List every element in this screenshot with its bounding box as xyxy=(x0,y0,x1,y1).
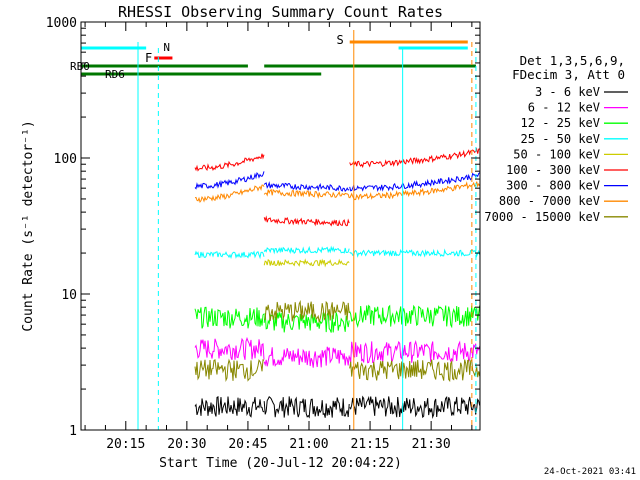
series-segment xyxy=(194,395,265,418)
series-7000-15000-kev xyxy=(194,299,481,383)
plot-frame xyxy=(80,21,481,431)
series-50-100-kev xyxy=(263,258,350,268)
chart-title: RHESSI Observing Summary Count Rates xyxy=(118,3,443,21)
series-800-7000-kev xyxy=(194,181,481,203)
series-segment xyxy=(263,346,350,368)
x-axis-label: Start Time (20-Jul-12 20:04:22) xyxy=(159,456,402,471)
y-tick-label: 100 xyxy=(54,152,77,167)
series-segment xyxy=(349,147,480,169)
flag-label-f: F xyxy=(145,51,152,65)
legend-entry: 50 - 100 keV xyxy=(513,147,600,161)
legend-entry: 800 - 7000 keV xyxy=(499,194,600,208)
y-tick-label: 1 xyxy=(69,424,77,439)
series-group xyxy=(194,147,481,419)
legend-entry: 300 - 800 keV xyxy=(506,179,600,193)
x-tick-label: 20:15 xyxy=(106,437,145,452)
render-timestamp: 24-Oct-2021 03:41 xyxy=(544,467,636,477)
series-6-12-kev xyxy=(194,336,481,368)
series-100-300-kev xyxy=(194,147,480,227)
series-segment xyxy=(194,153,265,172)
series-segment xyxy=(194,336,265,360)
series-segment xyxy=(263,258,350,268)
flag-label-rb0: RB0 xyxy=(70,60,90,73)
y-axis: 1 10 100 1000 xyxy=(46,16,480,439)
vertical-markers xyxy=(137,30,477,430)
series-segment xyxy=(194,171,265,190)
series-segment xyxy=(194,250,265,260)
x-tick-label: 20:45 xyxy=(228,437,267,452)
flag-label-rd6: RD6 xyxy=(105,68,125,81)
series-segment xyxy=(349,181,481,201)
x-tick-label: 21:00 xyxy=(289,437,328,452)
legend-entry: 3 - 6 keV xyxy=(535,85,600,99)
series-segment xyxy=(263,188,350,200)
series-segment xyxy=(194,306,265,329)
series-segment xyxy=(349,172,481,193)
series-segment xyxy=(194,184,265,203)
legend-header: Det 1,3,5,6,9, xyxy=(520,53,625,68)
series-segment xyxy=(263,245,350,255)
legend: Det 1,3,5,6,9,FDecim 3, Att 0 3 - 6 keV 6 … xyxy=(484,53,628,224)
series-segment xyxy=(263,181,350,193)
series-3-6-kev xyxy=(194,395,481,419)
series-segment xyxy=(349,304,481,329)
series-segment xyxy=(194,358,265,383)
x-tick-label: 21:30 xyxy=(412,437,451,452)
flag-label-n: N xyxy=(163,41,170,54)
x-axis: 20:15 20:30 20:45 21:00 21:15 21:30 xyxy=(84,22,473,452)
x-tick-label: 21:15 xyxy=(351,437,390,452)
series-segment xyxy=(349,358,481,383)
series-segment xyxy=(349,395,481,419)
legend-header: FDecim 3, Att 0 xyxy=(512,67,625,82)
series-segment xyxy=(264,299,350,323)
x-tick-label: 20:30 xyxy=(167,437,206,452)
series-segment xyxy=(263,215,350,227)
series-segment xyxy=(263,396,350,419)
series-12-25-kev xyxy=(194,304,481,333)
series-segment xyxy=(349,339,481,364)
series-300-800-kev xyxy=(194,171,481,193)
flag-label-s: S xyxy=(336,33,343,47)
legend-entry: 6 - 12 keV xyxy=(528,101,600,115)
legend-entry: 12 - 25 keV xyxy=(521,116,600,130)
series-25-50-kev xyxy=(194,245,481,260)
series-segment xyxy=(349,248,481,258)
series-segment xyxy=(263,311,350,333)
y-tick-label: 1000 xyxy=(46,16,77,31)
legend-entry: 100 - 300 keV xyxy=(506,163,600,177)
y-axis-label: Count Rate (s⁻¹ detector⁻¹) xyxy=(21,120,36,331)
flag-bars xyxy=(81,40,476,76)
y-tick-label: 10 xyxy=(61,288,77,303)
legend-entry: 25 - 50 keV xyxy=(521,132,600,146)
legend-entry: 7000 - 15000 keV xyxy=(484,210,600,224)
